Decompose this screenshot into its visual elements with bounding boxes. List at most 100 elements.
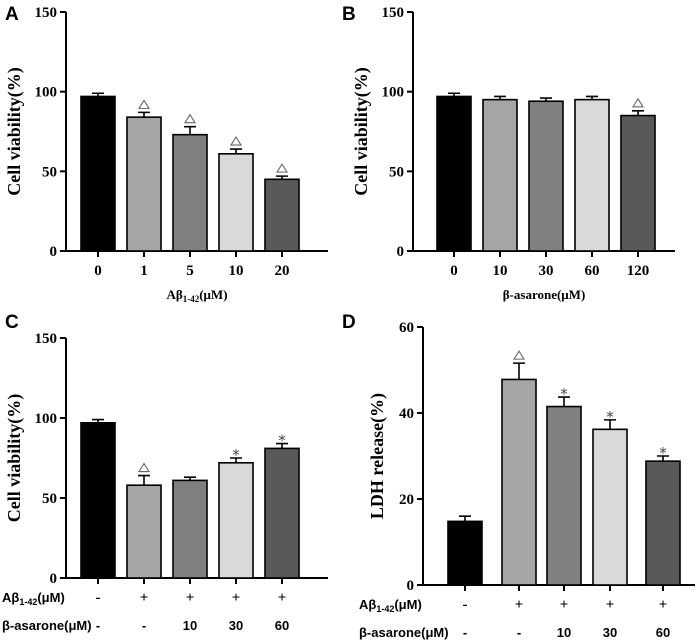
y-tick-label: 0 [50,244,58,260]
asarone-row-value: 30 [603,625,617,640]
abeta-row-value: + [186,590,195,606]
bar [501,378,537,586]
significance-triangle [513,350,525,360]
bar [645,460,681,586]
y-tick-label: 20 [399,492,414,508]
bar [482,98,518,252]
x-tick-label: 5 [186,263,194,279]
y-tick-label: 100 [35,411,58,427]
error-bar [230,148,242,154]
y-tick-label: 0 [397,244,405,260]
x-tick-label: 0 [450,263,458,279]
error-bar [92,418,104,423]
y-axis-label: Cell viability(%) [4,67,25,196]
error-bar [184,125,196,135]
asarone-row-value: - [142,618,146,633]
error-bar [184,476,196,481]
panel-letter-c: C [5,312,19,333]
significance-star: * [232,446,240,464]
bar [218,153,254,252]
asarone-row-value: 30 [229,618,243,633]
x-axis-label: Aβ1-42(μM) [166,287,227,304]
significance-triangle [138,99,150,109]
bar [172,133,208,252]
asarone-row-label: β-asarone(μM) [2,618,92,633]
y-tick-label: 0 [407,578,415,594]
bar [620,114,656,252]
panel-letter-b: B [342,4,356,25]
y-axis-label: LDH release(%) [367,393,388,519]
error-bar [276,175,288,180]
bar [546,405,582,586]
bar [264,447,300,579]
x-tick-label: 30 [539,263,554,279]
y-tick-label: 100 [35,85,58,101]
error-bar [632,109,644,116]
significance-triangle [184,113,196,124]
y-tick-label: 50 [389,164,404,180]
x-tick-label: 1 [140,263,148,279]
bar [80,95,116,252]
bar [528,100,564,252]
y-tick-label: 50 [42,491,57,507]
abeta-row-value: + [515,597,524,613]
error-bar [494,95,506,100]
x-tick-label: 60 [585,263,600,279]
error-bar [138,111,150,118]
error-bar [604,419,616,430]
error-bar [448,92,460,97]
abeta-row-value: - [463,597,468,613]
abeta-row-value: + [278,590,287,606]
error-bar [230,457,242,463]
bar [574,98,610,252]
abeta-row-value: + [606,597,615,613]
y-tick-label: 150 [35,5,58,21]
error-bar [558,396,570,407]
bar [447,520,483,586]
bar [172,479,208,579]
asarone-row-value: 10 [557,625,571,640]
error-bar [92,92,104,97]
error-bar [540,97,552,102]
significance-star: * [606,408,614,426]
asarone-row-value: - [96,618,100,633]
abeta-row-value: + [560,597,569,613]
error-bar [513,362,525,380]
error-bar [459,515,471,522]
significance-star: * [278,432,286,450]
bar [592,428,628,586]
significance-triangle [138,462,150,473]
y-tick-label: 0 [50,571,58,587]
y-tick-label: 60 [399,320,414,336]
abeta-row-value: + [232,590,241,606]
chart-panel-c: C 0 50 100 150 Cell viability(%) - - + - +10 * +30 * +… [2,312,328,633]
x-tick-label: 0 [94,263,102,279]
significance-star: * [560,385,568,403]
bar [126,484,162,579]
abeta-row-value: + [659,597,668,613]
asarone-row-value: 10 [183,618,197,633]
y-axis-label: Cell viability(%) [4,394,25,523]
abeta-row-label: Aβ1-42(μM) [359,597,422,614]
asarone-row-value: - [517,625,521,640]
significance-triangle [632,97,644,108]
x-axis-label: β-asarone(μM) [503,287,586,302]
panel-letter-a: A [5,4,19,25]
bar [218,461,254,579]
abeta-row-value: + [140,590,149,606]
error-bar [586,95,598,100]
significance-triangle [230,135,242,146]
y-tick-label: 150 [35,331,58,347]
chart-panel-d: D 0 20 40 60 LDH release(%) - - + - * +10 * +30 * +60 Aβ… [342,312,695,640]
bar [264,178,300,252]
error-bar [657,455,669,462]
y-tick-label: 150 [382,5,405,21]
x-tick-label: 120 [627,263,650,279]
x-tick-label: 10 [493,263,508,279]
abeta-row-value: - [96,590,101,606]
asarone-row-value: 60 [656,625,670,640]
y-tick-label: 40 [399,406,414,422]
x-tick-label: 20 [275,263,290,279]
significance-triangle [276,163,288,173]
